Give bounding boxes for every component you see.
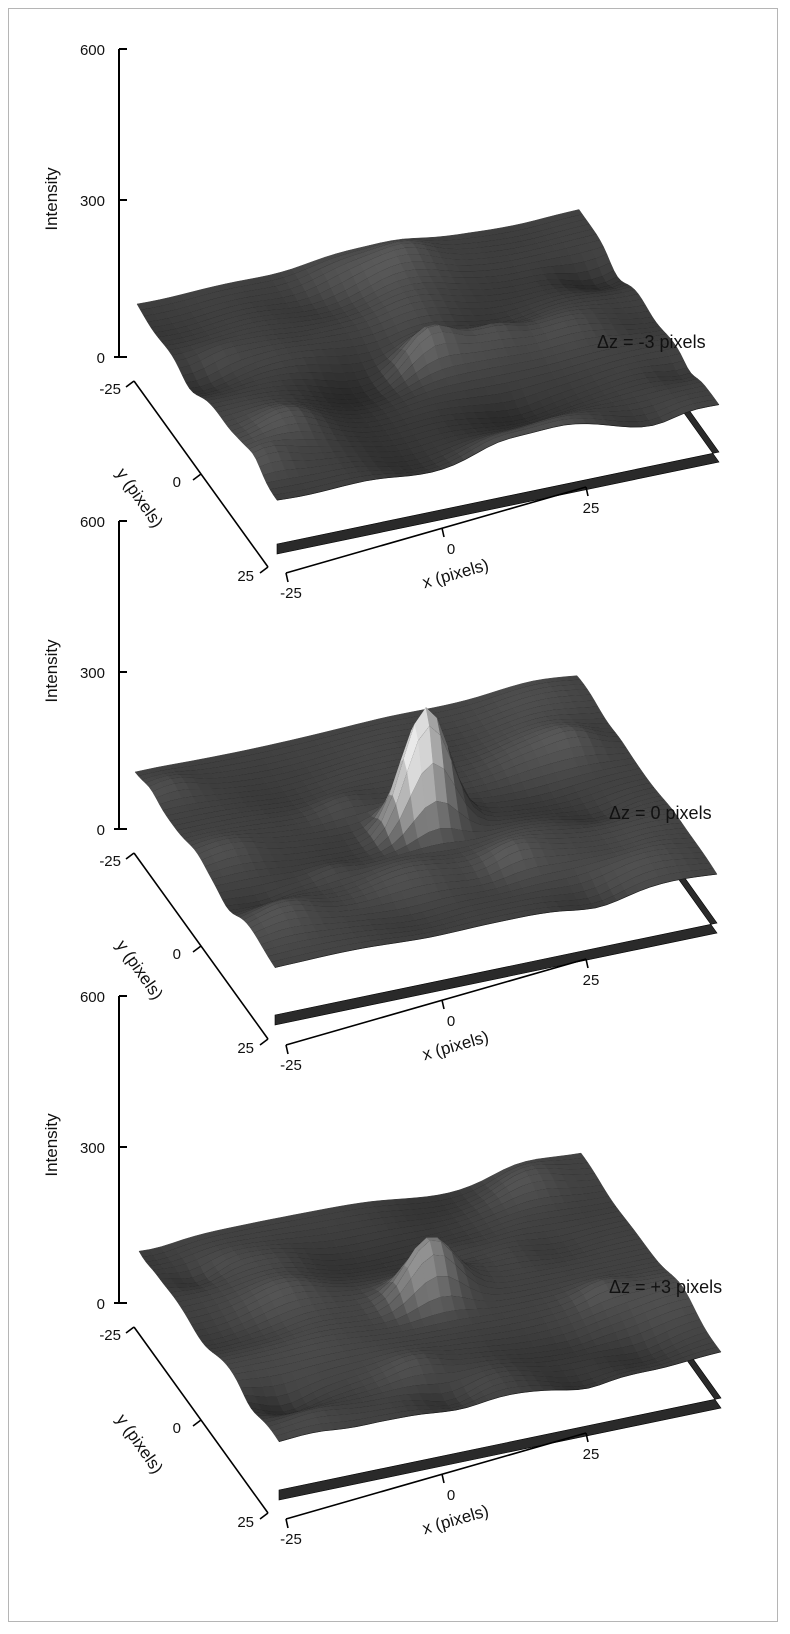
z-axis-title: Intensity [42,639,61,703]
surface-figure: 600 300 0 Intensity -25 0 25 y (pixels) … [42,42,722,1548]
panel-1: 600 300 0 Intensity -25 0 25 y (pixels) … [42,42,720,602]
x-axis-title: x (pixels) [420,1501,491,1538]
x-tick-label: 25 [583,500,600,517]
x-tick-label: 25 [583,1446,600,1463]
z-axis-title: Intensity [42,167,61,231]
x-tick-label: 25 [583,972,600,989]
surface-plot [134,675,718,1026]
z-tick-label: 0 [97,350,105,367]
x-tick-label: 0 [447,1487,455,1504]
z-tick-label: 300 [80,665,105,682]
y-tick-label: 25 [237,1040,254,1057]
z-tick-label: 600 [80,989,105,1006]
z-tick-label: 0 [97,1296,105,1313]
z-tick-label: 0 [97,822,105,839]
z-axis-title: Intensity [42,1113,61,1177]
x-tick-label: -25 [280,1531,302,1548]
y-tick-label: 0 [173,946,181,963]
z-axis [114,48,127,358]
y-axis-title: y (pixels) [112,1411,167,1478]
dz-label: Δz = 0 pixels [609,803,712,823]
x-tick-label: 0 [447,1013,455,1030]
y-tick-label: -25 [99,381,121,398]
z-tick-label: 300 [80,193,105,210]
y-axis-title: y (pixels) [112,937,167,1004]
surface-plot [136,209,720,555]
y-tick-label: 0 [173,474,181,491]
surface-plot [138,1152,722,1501]
z-tick-label: 600 [80,514,105,531]
z-axis [114,520,127,830]
y-tick-label: 25 [237,568,254,585]
x-tick-label: 0 [447,541,455,558]
x-tick-label: -25 [280,585,302,602]
z-tick-label: 300 [80,1140,105,1157]
panel-3: 600 300 0 Intensity -25 0 25 y (pixels) … [42,989,722,1548]
x-tick-label: -25 [280,1057,302,1074]
panel-2: 600 300 0 Intensity -25 0 25 y (pixels) … [42,514,718,1074]
figure-frame: 600 300 0 Intensity -25 0 25 y (pixels) … [8,8,778,1622]
y-tick-label: -25 [99,1327,121,1344]
z-tick-label: 600 [80,42,105,59]
y-tick-label: -25 [99,853,121,870]
dz-label: Δz = -3 pixels [597,332,706,352]
x-axis-title: x (pixels) [420,555,491,592]
z-axis [114,995,127,1304]
y-tick-label: 25 [237,1514,254,1531]
dz-label: Δz = +3 pixels [609,1277,722,1297]
x-axis-title: x (pixels) [420,1027,491,1064]
y-tick-label: 0 [173,1420,181,1437]
